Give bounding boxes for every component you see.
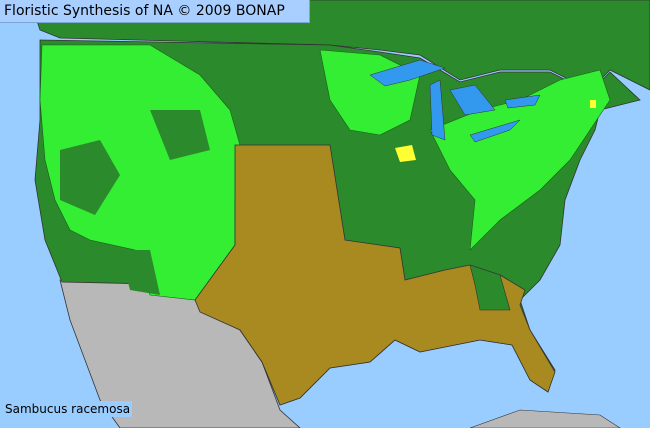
- plains-south-absent: [194, 144, 556, 406]
- great-lakes: [369, 59, 541, 143]
- species-label: Sambucus racemosa: [3, 401, 133, 417]
- map-title: Floristic Synthesis of NA © 2009 BONAP: [0, 0, 310, 23]
- georgia-present: [469, 264, 511, 311]
- west-counties-present: [39, 44, 241, 301]
- cuba: [469, 409, 621, 428]
- west-dark-patch: [60, 110, 210, 295]
